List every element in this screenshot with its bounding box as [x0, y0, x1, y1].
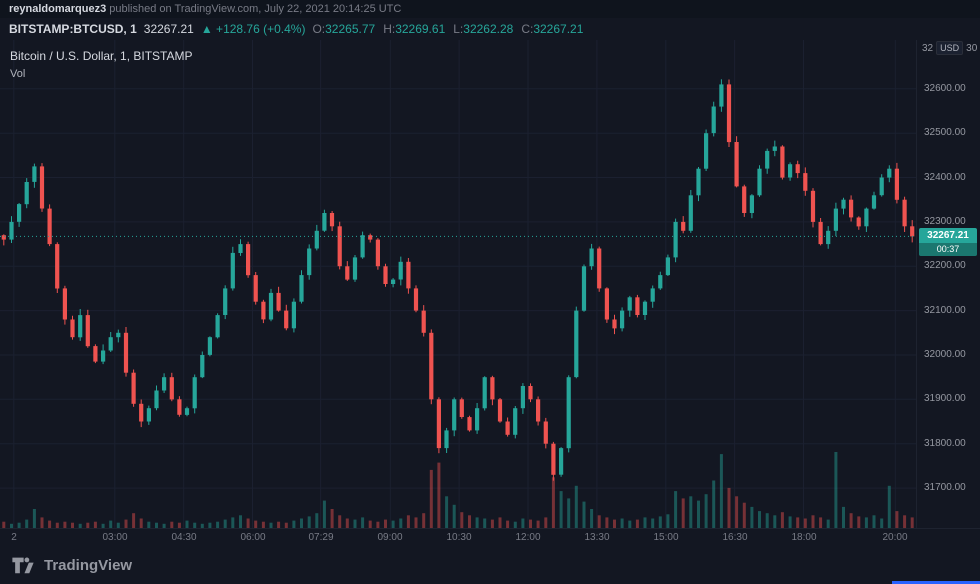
- bottom-blue-bar: [892, 581, 980, 584]
- publish-info: published on TradingView.com, July 22, 2…: [106, 3, 402, 15]
- time-axis[interactable]: 2 03:00 04:30 06:00 07:29 09:00 10:30 12:00 13:3…: [0, 528, 980, 546]
- time-axis-label: 09:00: [377, 532, 403, 543]
- low-value: 32262.28: [463, 22, 514, 36]
- last-price: 32267.21: [143, 22, 194, 36]
- price-axis-label: 32400.00: [924, 172, 966, 183]
- price-axis-header: 32 USD 30: [917, 41, 980, 55]
- price-axis-label: 32500.00: [924, 127, 966, 138]
- chart-svg[interactable]: [0, 40, 916, 528]
- price-axis-label: 32300.00: [924, 216, 966, 227]
- chart-area: Bitcoin / U.S. Dollar, 1, BITSTAMP Vol 3…: [0, 40, 980, 528]
- price-axis-label: 32600.00: [924, 83, 966, 94]
- publish-header: reynaldomarquez3 published on TradingVie…: [0, 0, 980, 18]
- price-axis-label: 32200.00: [924, 260, 966, 271]
- close-label: C:: [521, 22, 534, 36]
- time-axis-label: 15:00: [653, 532, 679, 543]
- time-axis-label: 12:00: [515, 532, 541, 543]
- tradingview-logo-icon[interactable]: [11, 554, 35, 576]
- time-axis-label: 04:30: [171, 532, 197, 543]
- high-label: H:: [383, 22, 396, 36]
- time-axis-label: 20:00: [882, 532, 908, 543]
- footer-bar: TradingView: [0, 546, 980, 584]
- time-axis-label: 03:00: [102, 532, 128, 543]
- symbol-bar: BITSTAMP:BTCUSD, 1 32267.21 ▲ +128.76 (+…: [0, 18, 980, 40]
- open-value: 32265.77: [325, 22, 376, 36]
- tradingview-brand-text[interactable]: TradingView: [44, 556, 133, 574]
- time-axis-label: 06:00: [240, 532, 266, 543]
- open-label: O:: [312, 22, 326, 36]
- axis-header-left: 32: [922, 42, 934, 54]
- currency-toggle[interactable]: USD: [936, 41, 964, 55]
- time-axis-label: 2: [11, 532, 17, 543]
- time-axis-label: 10:30: [446, 532, 472, 543]
- time-axis-label: 07:29: [308, 532, 334, 543]
- axis-header-right: 30: [966, 42, 978, 54]
- current-price-value: 32267.21: [927, 230, 969, 241]
- bar-countdown: 00:37: [919, 243, 977, 256]
- candlestick-chart[interactable]: [0, 40, 916, 528]
- time-axis-label: 16:30: [722, 532, 748, 543]
- price-axis-label: 31800.00: [924, 438, 966, 449]
- publisher-name[interactable]: reynaldomarquez3: [9, 3, 107, 15]
- price-axis-label: 32000.00: [924, 349, 966, 360]
- price-change: ▲ +128.76 (+0.4%): [200, 22, 306, 36]
- price-axis-label: 31700.00: [924, 482, 966, 493]
- high-value: 32269.61: [395, 22, 446, 36]
- close-value: 32267.21: [533, 22, 584, 36]
- time-axis-label: 13:30: [584, 532, 610, 543]
- ohlc-values: O:32265.77 H:32269.61 L:32262.28 C:32267…: [312, 22, 583, 36]
- price-axis-label: 32100.00: [924, 305, 966, 316]
- symbol-name: BITSTAMP:BTCUSD, 1: [9, 22, 137, 36]
- time-axis-label: 18:00: [791, 532, 817, 543]
- price-axis-label: 31900.00: [924, 393, 966, 404]
- low-label: L:: [453, 22, 464, 36]
- current-price-badge: 32267.21 00:37: [919, 228, 977, 256]
- price-axis[interactable]: 32 USD 30 32267.21 00:37 32600.00 32500.0…: [916, 40, 980, 528]
